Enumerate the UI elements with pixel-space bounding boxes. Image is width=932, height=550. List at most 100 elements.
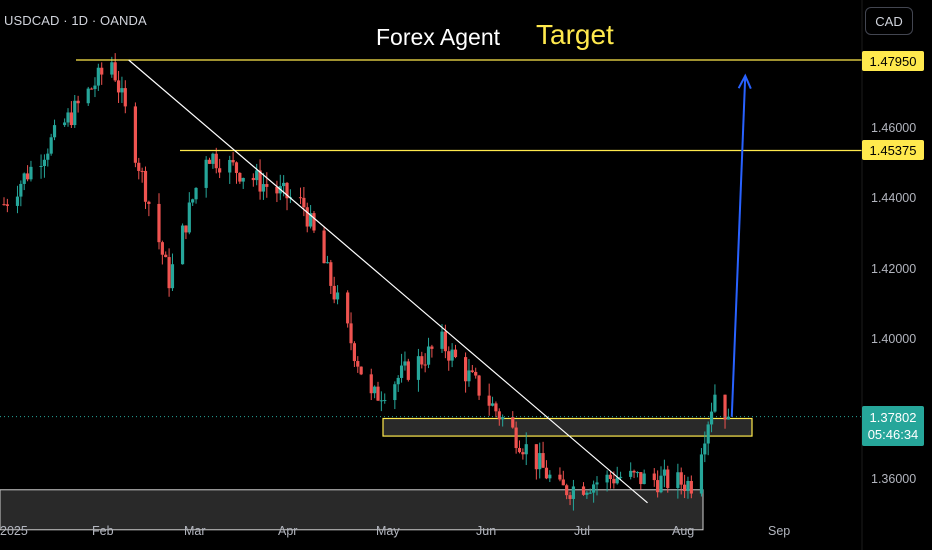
candle-body bbox=[275, 186, 279, 194]
candle-body bbox=[137, 162, 141, 171]
candle-body bbox=[194, 187, 198, 200]
candle-body bbox=[305, 207, 309, 227]
candle-body bbox=[167, 257, 171, 289]
candle-body bbox=[379, 400, 383, 402]
candle-body bbox=[548, 474, 552, 479]
candle-body bbox=[298, 197, 303, 199]
candle-body bbox=[140, 170, 144, 172]
x-tick-label: May bbox=[376, 524, 400, 538]
candle-body bbox=[403, 361, 407, 366]
candle-body bbox=[561, 479, 565, 486]
candle-body bbox=[565, 485, 569, 496]
candle-body bbox=[187, 202, 191, 233]
candle-body bbox=[282, 182, 286, 187]
candle-body bbox=[5, 204, 9, 206]
candle-body bbox=[302, 197, 306, 208]
candle-body bbox=[15, 196, 20, 206]
currency-button[interactable]: CAD bbox=[865, 7, 913, 35]
candle-body bbox=[558, 474, 562, 480]
candle-body bbox=[423, 364, 427, 366]
target-arrow-head bbox=[737, 73, 752, 90]
candle-body bbox=[214, 153, 218, 169]
candle-body bbox=[133, 106, 138, 163]
candle-body bbox=[325, 262, 330, 264]
candle-body bbox=[592, 484, 596, 493]
candle-body bbox=[335, 292, 340, 300]
candle-body bbox=[73, 100, 77, 126]
x-tick-label: Mar bbox=[184, 524, 206, 538]
candle-body bbox=[113, 62, 117, 81]
candle-body bbox=[581, 486, 586, 495]
candle-body bbox=[376, 386, 380, 401]
candle-body bbox=[477, 375, 481, 396]
candle-body bbox=[164, 254, 168, 258]
candle-body bbox=[497, 411, 501, 420]
candle-body bbox=[86, 88, 90, 104]
candle-body bbox=[52, 125, 57, 138]
candle-body bbox=[359, 366, 363, 375]
candle-body bbox=[393, 384, 397, 401]
candle-body bbox=[63, 122, 67, 126]
candle-body bbox=[517, 448, 522, 453]
candle-body bbox=[514, 427, 518, 449]
candle-body bbox=[373, 386, 377, 394]
candle-body bbox=[211, 153, 215, 164]
candle-body bbox=[652, 473, 656, 481]
candle-body bbox=[541, 453, 545, 468]
candle-body bbox=[511, 417, 515, 428]
candle-body bbox=[686, 480, 690, 491]
candle-body bbox=[234, 162, 239, 173]
x-tick-label: Apr bbox=[278, 524, 298, 538]
candle-body bbox=[251, 177, 255, 181]
candle-body bbox=[261, 184, 266, 192]
candle-body bbox=[120, 88, 124, 93]
candle-body bbox=[100, 67, 104, 75]
candle-body bbox=[588, 492, 592, 494]
candle-body bbox=[356, 361, 360, 367]
candle-countdown: 05:46:34 bbox=[867, 427, 919, 442]
candle-body bbox=[66, 112, 70, 123]
candle-body bbox=[49, 137, 53, 154]
x-tick-label: Jul bbox=[574, 524, 590, 538]
candle-body bbox=[420, 356, 424, 365]
candle-body bbox=[544, 467, 549, 479]
candle-body bbox=[703, 443, 707, 455]
brand-title: Forex Agent bbox=[376, 24, 501, 50]
candle-body bbox=[2, 204, 6, 206]
candle-body bbox=[629, 470, 633, 477]
candle-body bbox=[143, 170, 148, 202]
candle-body bbox=[723, 394, 727, 420]
x-tick-label: Sep bbox=[768, 524, 791, 538]
candle-body bbox=[76, 100, 80, 104]
candle-body bbox=[453, 349, 458, 358]
candle-body bbox=[46, 153, 50, 160]
symbol-label[interactable]: USDCAD · 1D · OANDA bbox=[4, 13, 147, 28]
candle-body bbox=[470, 370, 474, 372]
candle-body bbox=[258, 170, 262, 192]
candle-body bbox=[605, 474, 609, 483]
candle-body bbox=[238, 172, 242, 182]
candle-body bbox=[501, 417, 505, 420]
y-tick-label: 1.46000 bbox=[871, 121, 917, 135]
candle-body bbox=[656, 480, 660, 493]
candle-body bbox=[487, 395, 491, 406]
candle-body bbox=[618, 476, 623, 478]
candle-body bbox=[463, 357, 468, 382]
candle-body bbox=[241, 177, 245, 182]
candle-body bbox=[157, 203, 161, 243]
candle-body bbox=[666, 469, 670, 488]
candle-body bbox=[228, 159, 232, 173]
x-tick-label: Jun bbox=[476, 524, 497, 538]
current-price-label: 1.37802 05:46:34 bbox=[862, 406, 924, 446]
candle-body bbox=[309, 213, 313, 227]
candle-body bbox=[42, 159, 47, 166]
candle-body bbox=[285, 182, 289, 199]
chart-zones bbox=[0, 417, 753, 531]
candle-body bbox=[659, 475, 663, 493]
candle-body bbox=[639, 472, 643, 485]
candle-body bbox=[632, 470, 636, 473]
candle-body bbox=[352, 343, 357, 362]
candle-body bbox=[322, 230, 326, 264]
candle-body bbox=[595, 482, 599, 485]
